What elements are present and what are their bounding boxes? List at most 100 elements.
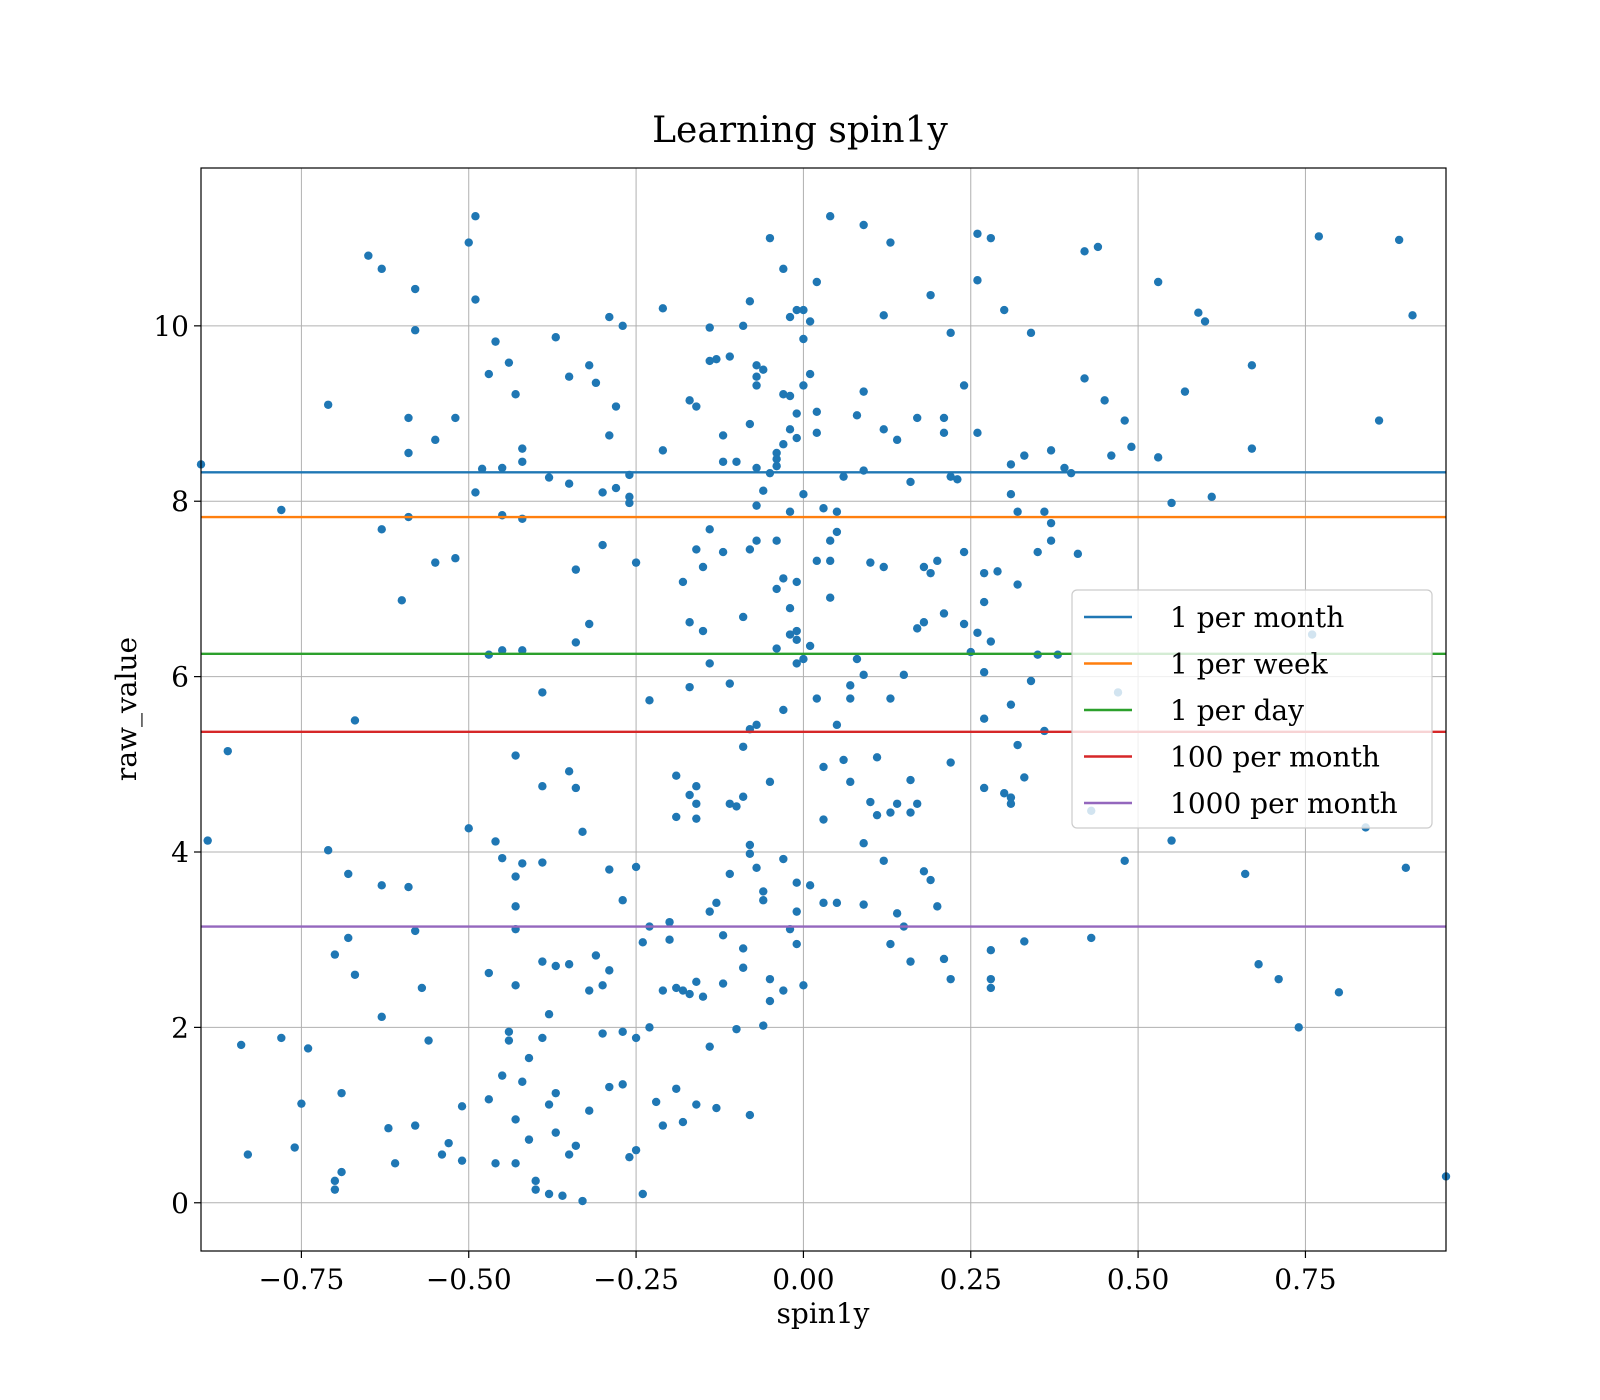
data-point bbox=[979, 714, 989, 723]
data-point bbox=[846, 777, 855, 787]
data-point bbox=[846, 694, 855, 703]
data-point bbox=[745, 419, 755, 429]
data-point bbox=[846, 681, 855, 690]
data-point bbox=[1013, 507, 1022, 516]
data-point bbox=[1314, 232, 1324, 241]
data-point bbox=[672, 983, 681, 993]
data-point bbox=[1200, 317, 1210, 326]
data-point bbox=[832, 898, 842, 908]
data-point bbox=[759, 486, 768, 495]
data-point bbox=[792, 409, 801, 418]
data-point bbox=[484, 369, 494, 379]
data-point bbox=[886, 808, 895, 817]
data-point bbox=[973, 276, 982, 285]
data-point bbox=[712, 898, 721, 908]
y-axis-label: raw_value bbox=[110, 637, 143, 781]
data-point bbox=[1006, 793, 1016, 802]
data-point bbox=[692, 402, 701, 411]
chart-title: Learning spin1y bbox=[652, 110, 948, 151]
data-point bbox=[410, 284, 420, 294]
data-point bbox=[1274, 974, 1283, 984]
data-point bbox=[605, 431, 614, 440]
data-point bbox=[1087, 933, 1096, 943]
data-point bbox=[350, 970, 360, 979]
data-point bbox=[752, 381, 761, 390]
data-point bbox=[618, 321, 627, 331]
data-point bbox=[1240, 869, 1250, 879]
data-point bbox=[732, 802, 741, 811]
data-point bbox=[1046, 536, 1056, 545]
data-point bbox=[571, 783, 581, 793]
data-point bbox=[792, 305, 801, 315]
x-tick-label: 0.50 bbox=[1107, 1263, 1169, 1296]
data-point bbox=[725, 869, 734, 879]
data-point bbox=[290, 1143, 299, 1152]
data-point bbox=[484, 968, 494, 978]
data-point bbox=[752, 372, 761, 381]
data-point bbox=[879, 311, 888, 320]
data-point bbox=[685, 790, 694, 800]
legend-box bbox=[1071, 589, 1433, 829]
data-point bbox=[1006, 799, 1016, 808]
data-point bbox=[511, 902, 520, 911]
data-point bbox=[451, 554, 460, 563]
y-tick-label: 6 bbox=[171, 661, 189, 694]
data-point bbox=[926, 568, 935, 578]
data-point bbox=[886, 694, 895, 703]
data-point bbox=[350, 716, 360, 725]
data-point bbox=[605, 1082, 614, 1092]
data-point bbox=[1093, 242, 1103, 252]
data-point bbox=[564, 372, 574, 381]
data-point bbox=[772, 584, 781, 594]
data-point bbox=[297, 1099, 306, 1108]
data-point bbox=[832, 507, 842, 516]
data-point bbox=[410, 326, 420, 335]
data-point bbox=[330, 950, 340, 959]
data-point bbox=[779, 574, 788, 583]
data-point bbox=[625, 492, 634, 502]
data-point bbox=[444, 1138, 453, 1148]
data-point bbox=[511, 390, 520, 399]
data-point bbox=[645, 1023, 654, 1032]
data-point bbox=[1013, 580, 1022, 589]
data-point bbox=[330, 1185, 340, 1194]
data-point bbox=[866, 558, 875, 567]
data-point bbox=[585, 1106, 594, 1115]
data-point bbox=[698, 562, 708, 572]
data-point bbox=[752, 720, 761, 730]
data-point bbox=[665, 935, 674, 944]
data-point bbox=[825, 556, 835, 566]
data-point bbox=[805, 369, 815, 379]
data-point bbox=[377, 881, 386, 890]
data-point bbox=[618, 896, 627, 905]
legend-label: 1 per day bbox=[1170, 694, 1304, 727]
data-point bbox=[738, 612, 748, 622]
data-point bbox=[337, 1167, 346, 1177]
data-point bbox=[913, 413, 922, 423]
data-point bbox=[785, 507, 795, 516]
data-point bbox=[779, 264, 788, 274]
data-point bbox=[779, 854, 788, 864]
data-point bbox=[538, 688, 547, 697]
data-point bbox=[498, 646, 507, 655]
data-point bbox=[611, 402, 621, 411]
data-point bbox=[625, 498, 634, 508]
data-point bbox=[738, 321, 748, 331]
data-point bbox=[678, 986, 688, 995]
data-point bbox=[779, 705, 788, 715]
data-point bbox=[939, 413, 949, 423]
data-point bbox=[451, 413, 460, 423]
legend-label: 1 per week bbox=[1170, 648, 1329, 681]
data-point bbox=[511, 1115, 520, 1124]
data-point bbox=[330, 1176, 340, 1186]
data-point bbox=[939, 428, 949, 438]
data-point bbox=[323, 846, 333, 855]
data-point bbox=[504, 358, 514, 367]
data-point bbox=[665, 917, 674, 927]
data-point bbox=[1194, 308, 1203, 317]
data-point bbox=[825, 593, 835, 602]
data-point bbox=[491, 337, 500, 346]
data-point bbox=[631, 862, 641, 872]
data-point bbox=[886, 939, 895, 949]
data-point bbox=[732, 457, 741, 466]
